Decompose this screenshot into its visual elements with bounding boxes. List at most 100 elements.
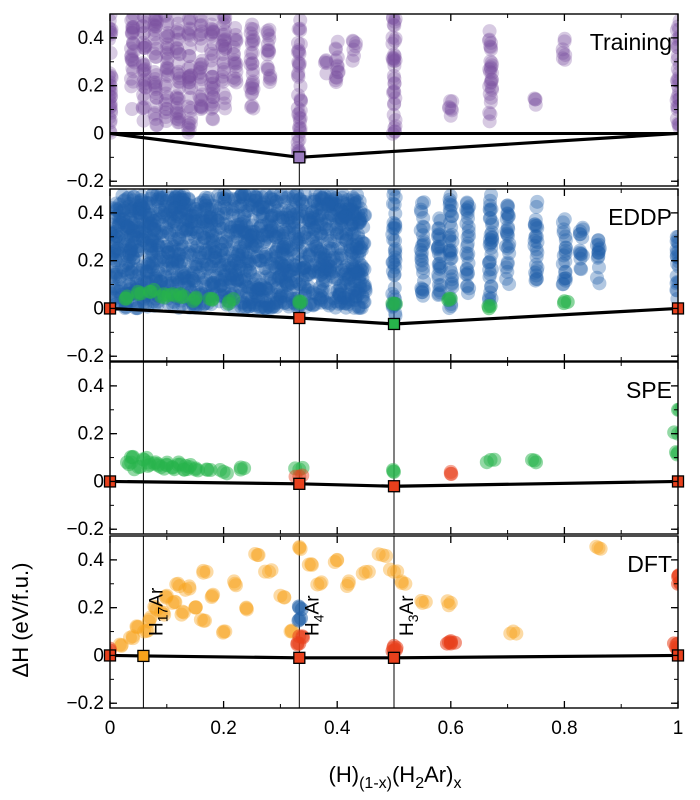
- data-point: [388, 260, 403, 275]
- data-point: [345, 33, 360, 48]
- data-point: [484, 202, 499, 217]
- data-point: [137, 231, 152, 246]
- data-point: [150, 206, 165, 221]
- data-point: [669, 111, 678, 126]
- data-point: [344, 256, 359, 271]
- data-point: [558, 229, 573, 244]
- data-point: [313, 292, 328, 307]
- data-point: [484, 247, 499, 262]
- data-point: [264, 563, 279, 578]
- data-point: [341, 203, 356, 218]
- data-point: [388, 190, 403, 205]
- data-point: [262, 271, 277, 286]
- data-point: [110, 244, 122, 259]
- data-point: [164, 238, 179, 253]
- data-point: [202, 223, 217, 238]
- data-point: [170, 96, 185, 111]
- data-point: [388, 91, 403, 106]
- data-point: [273, 294, 288, 309]
- data-point: [110, 229, 121, 244]
- data-point: [124, 25, 139, 40]
- data-point: [175, 192, 190, 207]
- data-point: [140, 271, 155, 286]
- data-point: [170, 209, 185, 224]
- data-point: [206, 82, 221, 97]
- data-point: [288, 201, 303, 216]
- data-point: [292, 540, 307, 555]
- data-point: [318, 294, 333, 309]
- data-point: [245, 29, 260, 44]
- data-point: [228, 59, 243, 74]
- data-point: [290, 211, 305, 226]
- data-point: [125, 25, 140, 40]
- data-point: [228, 199, 243, 214]
- data-point: [311, 208, 326, 223]
- data-point: [176, 189, 191, 203]
- data-point: [415, 282, 430, 297]
- data-point: [153, 189, 168, 202]
- x-tick-label: 1: [673, 718, 684, 739]
- data-point: [190, 225, 205, 240]
- data-point: [386, 216, 401, 231]
- data-point: [591, 260, 606, 275]
- data-point: [214, 243, 229, 258]
- data-point: [135, 233, 150, 248]
- data-point: [558, 254, 573, 269]
- data-point: [159, 194, 174, 209]
- data-point: [305, 285, 320, 300]
- data-point: [206, 275, 221, 290]
- data-point: [305, 234, 320, 249]
- data-point: [137, 76, 152, 91]
- data-point: [160, 51, 175, 66]
- data-point: [161, 42, 176, 57]
- data-point: [351, 230, 366, 245]
- data-point: [127, 55, 142, 70]
- data-point: [262, 200, 277, 215]
- data-point: [321, 197, 336, 212]
- data-point: [206, 48, 221, 63]
- data-point: [482, 198, 497, 213]
- data-point: [388, 53, 403, 68]
- data-point: [195, 87, 210, 102]
- data-point: [330, 202, 345, 217]
- data-point: [158, 30, 173, 45]
- data-point: [529, 272, 544, 287]
- data-point: [227, 576, 242, 591]
- data-point: [220, 242, 235, 257]
- data-point: [131, 619, 146, 634]
- data-point: [269, 230, 284, 245]
- data-point: [242, 263, 257, 278]
- data-point: [238, 272, 253, 287]
- data-point: [199, 257, 214, 272]
- data-point: [388, 253, 403, 268]
- data-point: [414, 258, 429, 273]
- data-point: [257, 234, 272, 249]
- data-point: [176, 239, 191, 254]
- data-point: [342, 222, 357, 237]
- data-point: [158, 14, 173, 22]
- data-point: [253, 253, 268, 268]
- data-point: [388, 221, 403, 236]
- data-point: [482, 64, 497, 79]
- data-point: [213, 248, 228, 263]
- data-point: [255, 207, 270, 222]
- data-point: [156, 605, 171, 620]
- data-point: [241, 299, 256, 314]
- data-point: [295, 261, 310, 276]
- data-point: [308, 259, 323, 274]
- data-point: [159, 46, 174, 61]
- data-point: [244, 86, 259, 101]
- data-point: [287, 229, 302, 244]
- data-point: [356, 295, 371, 310]
- data-point: [200, 218, 215, 233]
- data-point: [129, 230, 144, 245]
- data-point: [291, 235, 306, 250]
- data-point: [298, 195, 313, 210]
- data-point: [387, 243, 402, 258]
- data-point: [123, 220, 138, 235]
- data-point: [188, 204, 203, 219]
- data-point: [530, 221, 545, 236]
- x-tick-label: 0.2: [210, 718, 236, 739]
- data-point: [386, 221, 401, 236]
- data-point: [171, 242, 186, 257]
